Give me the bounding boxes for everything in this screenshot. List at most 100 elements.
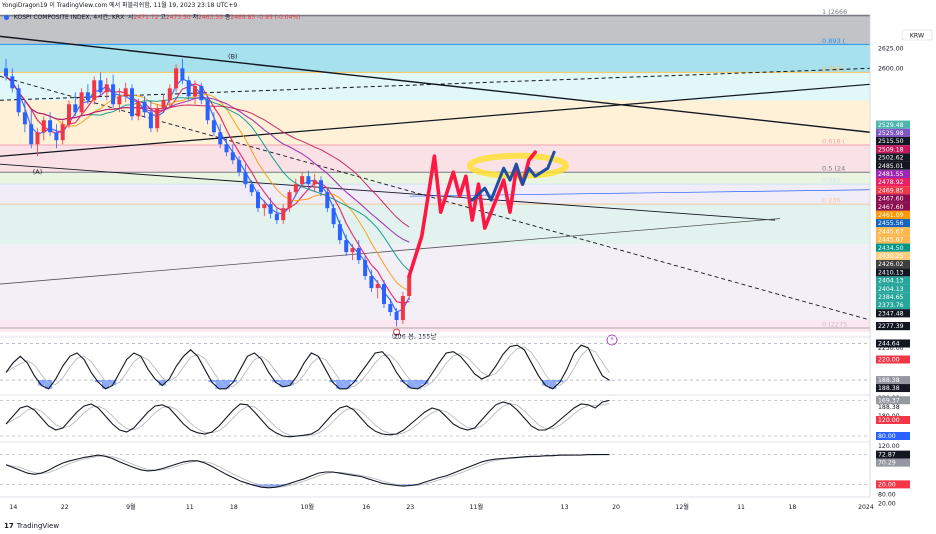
oscillator-1-signal[interactable]	[5, 346, 610, 388]
oscillator-tag[interactable]	[876, 384, 910, 393]
candle[interactable]	[268, 204, 273, 214]
oscillator-tag[interactable]	[876, 376, 910, 385]
candle[interactable]	[400, 296, 405, 321]
trendline[interactable]	[0, 218, 781, 285]
candle[interactable]	[337, 224, 342, 241]
oscillator-tag[interactable]	[876, 432, 910, 440]
forecast-path-blue[interactable]	[470, 150, 556, 202]
oscillator-tag[interactable]	[876, 355, 910, 364]
candle[interactable]	[16, 88, 21, 113]
trendline[interactable]	[409, 189, 871, 197]
candle[interactable]	[85, 92, 90, 101]
candle[interactable]	[281, 208, 286, 221]
candle[interactable]	[312, 180, 317, 185]
candle[interactable]	[29, 124, 34, 145]
candle[interactable]	[167, 88, 172, 101]
candle[interactable]	[382, 284, 386, 305]
candle[interactable]	[230, 152, 235, 161]
price-tag[interactable]	[876, 243, 910, 252]
candle[interactable]	[10, 76, 15, 89]
oscillator-3-signal[interactable]	[5, 454, 610, 488]
price-tag[interactable]	[876, 169, 910, 178]
candle[interactable]	[35, 132, 40, 145]
candle[interactable]	[142, 101, 147, 113]
price-tag[interactable]	[876, 202, 910, 211]
oscillator-2-line[interactable]	[5, 399, 610, 438]
candle[interactable]	[130, 88, 134, 117]
candle[interactable]	[193, 85, 197, 97]
oscillator-tag[interactable]	[876, 339, 910, 348]
candle[interactable]	[186, 80, 191, 97]
oscillator-tag[interactable]	[876, 450, 910, 459]
candle[interactable]	[407, 276, 412, 297]
candle[interactable]	[98, 80, 103, 93]
price-tag[interactable]	[876, 194, 910, 203]
candle[interactable]	[60, 124, 65, 141]
price-tag[interactable]	[876, 292, 910, 301]
candle[interactable]	[117, 96, 122, 105]
candle[interactable]	[350, 248, 355, 253]
candle[interactable]	[211, 120, 216, 133]
candle[interactable]	[237, 160, 242, 173]
candle[interactable]	[369, 276, 374, 289]
candle[interactable]	[300, 176, 305, 185]
candle[interactable]	[344, 240, 349, 253]
price-tag[interactable]	[876, 235, 910, 244]
candle[interactable]	[287, 192, 292, 209]
candle[interactable]	[274, 213, 279, 221]
price-tag[interactable]	[876, 276, 910, 285]
price-tag[interactable]	[876, 300, 910, 310]
price-tag[interactable]	[876, 120, 910, 129]
price-tag[interactable]	[876, 284, 910, 293]
moving-average-line[interactable]	[5, 75, 410, 292]
candle[interactable]	[375, 284, 380, 289]
oscillator-2-signal[interactable]	[5, 403, 610, 437]
candle[interactable]	[155, 108, 160, 129]
price-tag[interactable]	[876, 161, 910, 170]
price-tag[interactable]	[876, 210, 910, 219]
candle[interactable]	[394, 312, 399, 321]
candle[interactable]	[136, 101, 141, 117]
oscillator-tag[interactable]	[876, 458, 910, 467]
candle[interactable]	[356, 248, 361, 261]
candle[interactable]	[249, 184, 254, 193]
price-tag[interactable]	[876, 145, 910, 154]
oscillator-tag[interactable]	[876, 396, 910, 405]
candle[interactable]	[243, 172, 248, 185]
price-tag[interactable]	[876, 268, 910, 277]
price-tag[interactable]	[876, 259, 910, 269]
candle[interactable]	[205, 100, 210, 121]
candle[interactable]	[111, 84, 116, 105]
currency-badge[interactable]	[901, 29, 933, 41]
candle[interactable]	[331, 208, 336, 225]
price-tag[interactable]	[876, 186, 910, 195]
candle[interactable]	[180, 68, 185, 81]
candle[interactable]	[41, 120, 46, 133]
candle[interactable]	[92, 80, 97, 101]
price-tag[interactable]	[876, 321, 910, 331]
oscillator-tag[interactable]	[876, 416, 910, 424]
candle[interactable]	[363, 260, 368, 277]
candle[interactable]	[325, 192, 330, 209]
candle[interactable]	[218, 132, 223, 145]
trendline[interactable]	[0, 67, 871, 101]
price-tag[interactable]	[876, 227, 910, 236]
candle[interactable]	[54, 132, 59, 141]
price-tag[interactable]	[876, 251, 910, 260]
candle[interactable]	[262, 204, 267, 209]
price-tag[interactable]	[876, 309, 910, 318]
candle[interactable]	[73, 104, 78, 113]
price-tag[interactable]	[876, 136, 910, 146]
candle[interactable]	[174, 68, 179, 89]
price-tag[interactable]	[876, 218, 910, 228]
candle[interactable]	[104, 84, 109, 93]
candle[interactable]	[4, 68, 8, 77]
oscillator-1-line[interactable]	[5, 344, 610, 390]
trendline[interactable]	[0, 83, 871, 157]
candle[interactable]	[293, 184, 298, 193]
candle[interactable]	[123, 88, 128, 97]
candle[interactable]	[388, 304, 393, 313]
candle[interactable]	[199, 85, 204, 101]
candle[interactable]	[306, 176, 311, 185]
